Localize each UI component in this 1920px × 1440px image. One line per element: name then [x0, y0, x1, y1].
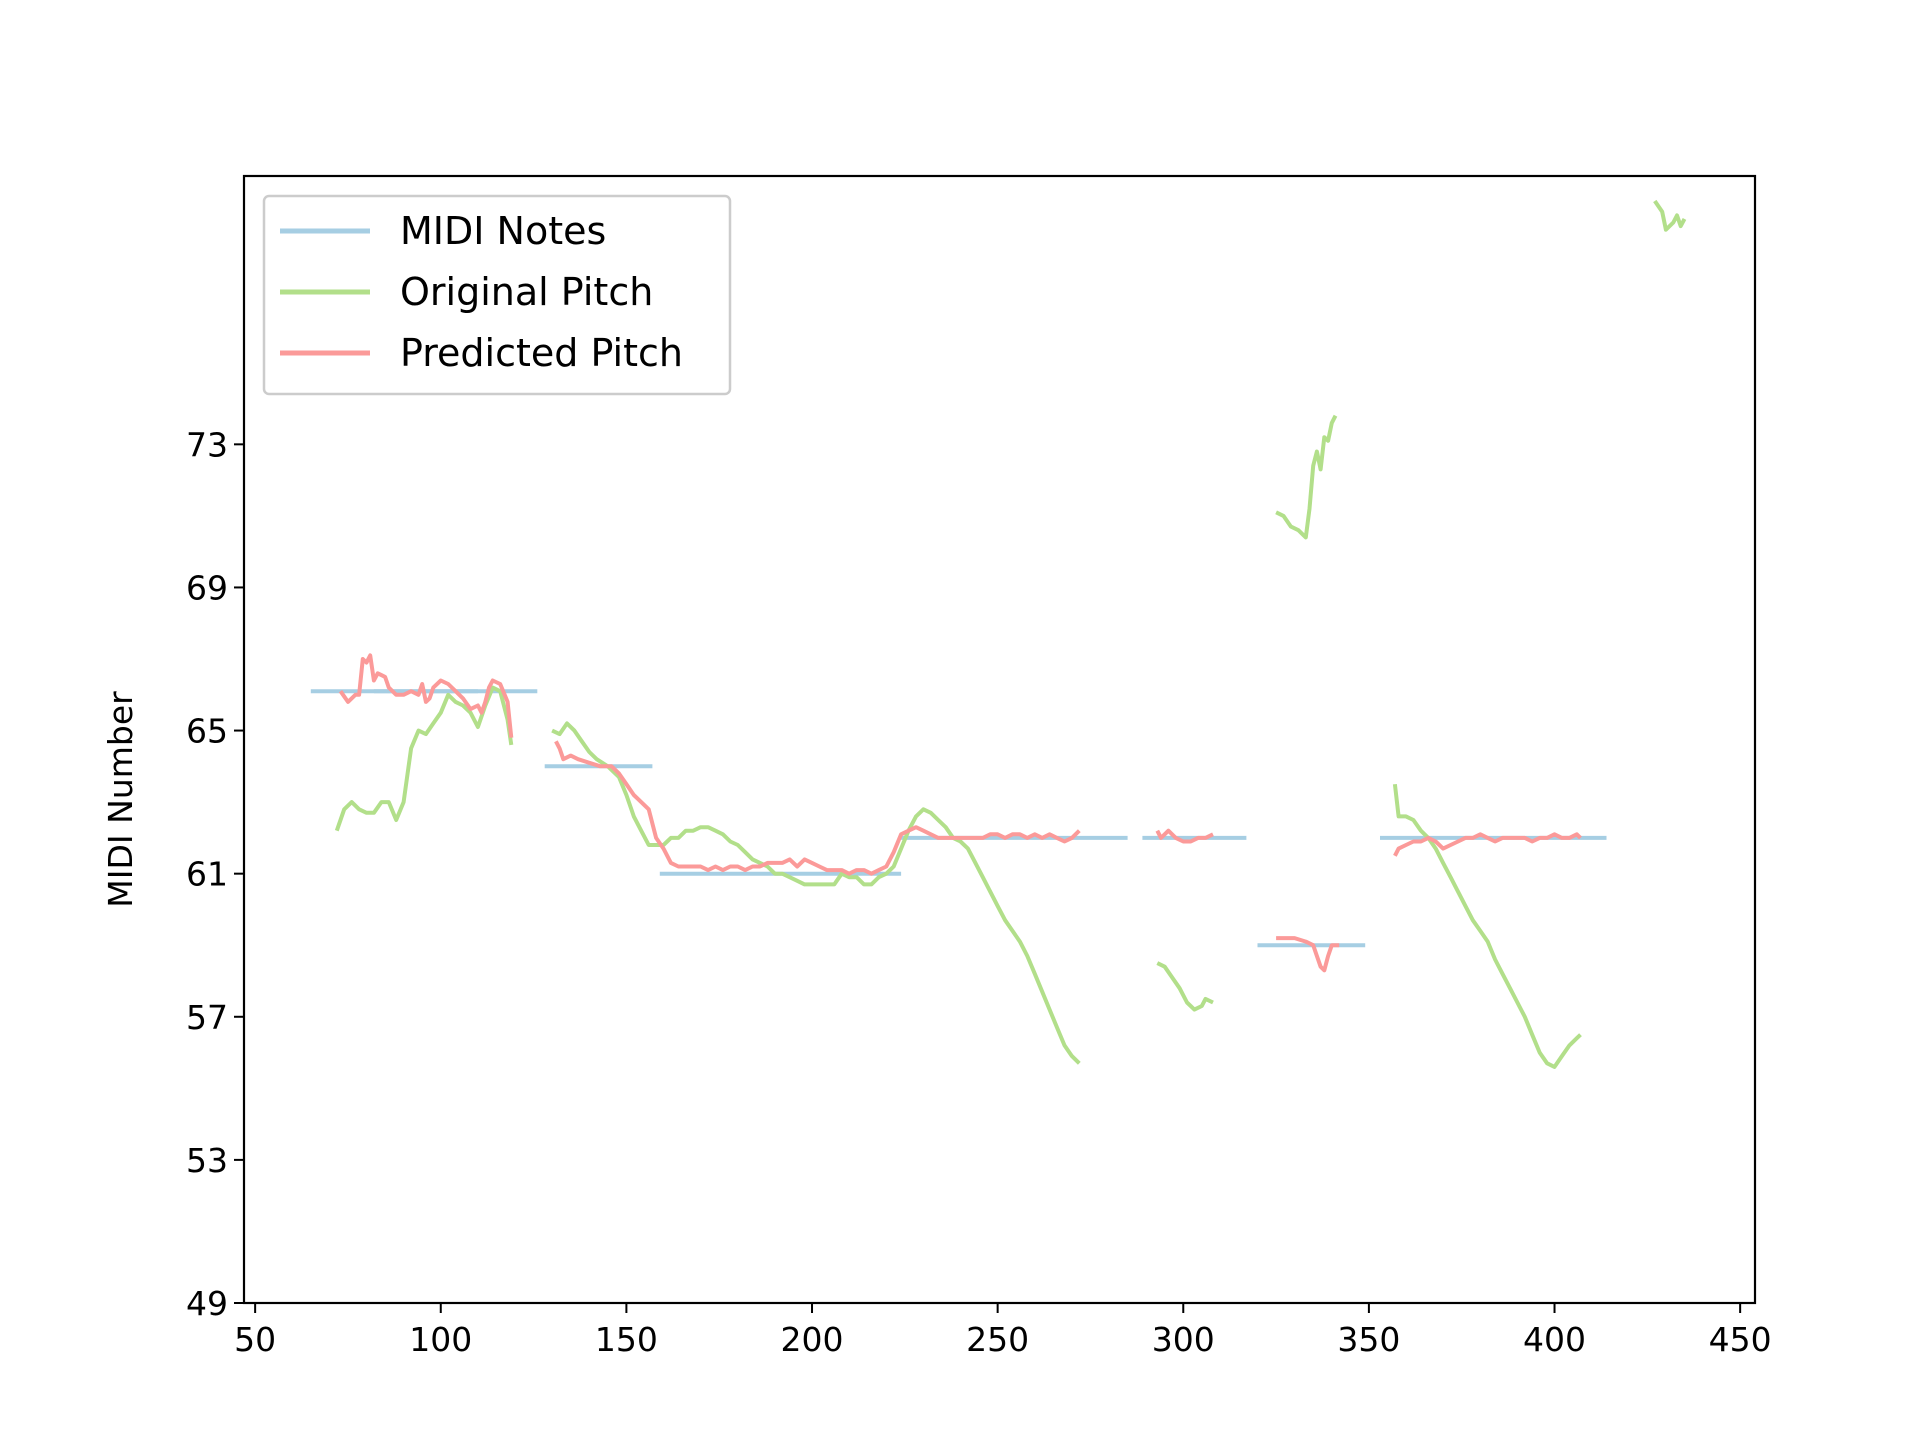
- legend-label-predicted-pitch: Predicted Pitch: [400, 331, 683, 375]
- x-tick-label-450: 450: [1709, 1320, 1772, 1359]
- y-tick-label-57: 57: [186, 998, 228, 1037]
- original-pitch-segment-6: [1653, 199, 1687, 232]
- original-pitch-segment-4: [1275, 414, 1338, 540]
- x-tick-label-200: 200: [781, 1320, 844, 1359]
- y-tick-label-69: 69: [186, 568, 228, 607]
- y-axis: 49 53 57 61 65 69 73: [186, 425, 244, 1323]
- x-tick-label-150: 150: [595, 1320, 658, 1359]
- x-tick-label-250: 250: [966, 1320, 1029, 1359]
- y-axis-title: MIDI Number: [101, 691, 140, 908]
- x-tick-label-300: 300: [1152, 1320, 1215, 1359]
- predicted-pitch-segment-2: [554, 740, 1081, 876]
- plot-area-frame: [242, 174, 1757, 1305]
- predicted-pitch-segment-3: [1155, 828, 1214, 844]
- x-axis: 50 100 150 200 250 300 350 400 450: [234, 1303, 1772, 1359]
- original-pitch-segment-1: [334, 685, 514, 832]
- legend-box: [262, 194, 732, 396]
- legend-label-original-pitch: Original Pitch: [400, 270, 653, 314]
- y-tick-label-65: 65: [186, 712, 228, 751]
- y-tick-label-73: 73: [186, 425, 228, 464]
- y-tick-label-61: 61: [186, 855, 228, 894]
- x-tick-label-350: 350: [1337, 1320, 1400, 1359]
- x-tick-label-50: 50: [234, 1320, 276, 1359]
- y-tick-label-49: 49: [186, 1284, 228, 1323]
- legend: MIDI Notes Original Pitch Predicted Pitch: [262, 194, 732, 396]
- x-tick-label-400: 400: [1523, 1320, 1586, 1359]
- original-pitch-segment-3: [1156, 961, 1214, 1012]
- x-tick-label-100: 100: [409, 1320, 472, 1359]
- series-predicted-pitch: [338, 653, 1582, 973]
- predicted-pitch-segment-4: [1276, 936, 1340, 973]
- series-original-pitch: [334, 199, 1687, 1069]
- legend-label-midi-notes: MIDI Notes: [400, 209, 606, 253]
- original-pitch-segment-5: [1392, 783, 1582, 1069]
- predicted-pitch-segment-1: [338, 653, 514, 738]
- predicted-pitch-segment-5: [1393, 832, 1582, 857]
- legend-item-midi-notes: MIDI Notes: [280, 209, 606, 253]
- y-tick-label-53: 53: [186, 1141, 228, 1180]
- series-layer: [310, 199, 1687, 1069]
- legend-item-original-pitch: Original Pitch: [280, 270, 653, 314]
- legend-item-predicted-pitch: Predicted Pitch: [280, 331, 683, 375]
- original-pitch-segment-2: [551, 721, 1081, 1065]
